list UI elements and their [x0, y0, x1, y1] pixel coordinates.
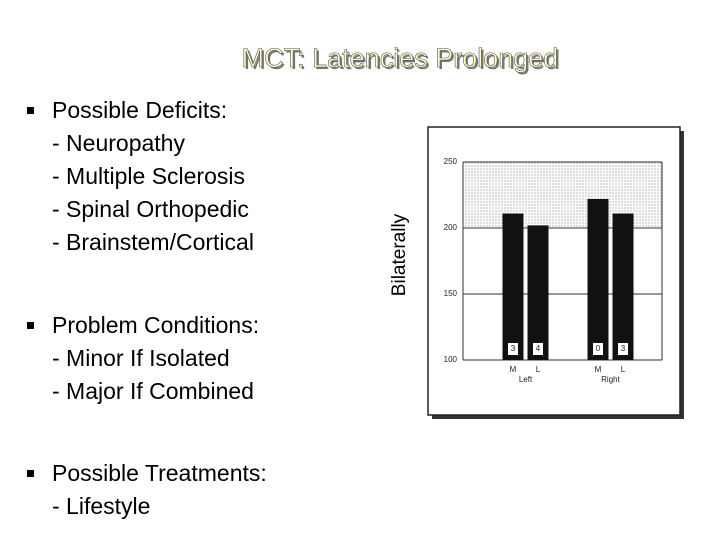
bullet-subline: - Neuropathy — [52, 130, 185, 156]
bar-label: 0 — [596, 344, 601, 353]
bullet — [27, 470, 34, 477]
x-tick-label: L — [536, 365, 541, 374]
bar-label-box — [533, 343, 543, 355]
bullet-subline: - Spinal Orthopedic — [52, 196, 249, 222]
bullet — [27, 107, 34, 114]
bar — [612, 213, 634, 360]
bullet-list: Possible Deficits: - Neuropathy - Multiple… — [27, 97, 267, 519]
y-tick-label: 150 — [444, 289, 458, 298]
title: MCT: Latencies Prolonged — [242, 43, 559, 73]
y-tick-label: 200 — [444, 223, 458, 232]
group-label: Left — [519, 375, 533, 384]
group-label: Right — [601, 375, 620, 384]
bullet-subline: - Multiple Sclerosis — [52, 163, 245, 189]
bar-label: 3 — [621, 344, 626, 353]
bullet-subline: - Brainstem/Cortical — [52, 229, 254, 255]
bullet-heading: Possible Deficits: — [52, 97, 227, 123]
y-tick-label: 100 — [444, 355, 458, 364]
bullet-subline: - Lifestyle — [52, 493, 150, 519]
bar-label-box — [508, 343, 518, 355]
x-tick-label: M — [510, 365, 517, 374]
y-tick-label: 250 — [444, 157, 458, 166]
x-tick-label: M — [595, 365, 602, 374]
side-label: Bilaterally — [389, 213, 410, 296]
bullet-heading: Problem Conditions: — [52, 312, 259, 338]
bar-label: 4 — [536, 344, 541, 353]
bar — [502, 213, 524, 360]
title-shadow: MCT: Latencies Prolonged — [244, 45, 561, 75]
bullet — [27, 322, 34, 329]
bullet-subline: - Minor If Isolated — [52, 345, 230, 371]
bullet-heading: Possible Treatments: — [52, 460, 267, 486]
bar-label-box — [593, 343, 603, 355]
bar — [587, 198, 609, 360]
bullet-subline: - Major If Combined — [52, 378, 254, 404]
bar-label: 3 — [511, 344, 516, 353]
bar — [527, 225, 549, 360]
x-tick-label: L — [621, 365, 626, 374]
bar-label-box — [618, 343, 628, 355]
